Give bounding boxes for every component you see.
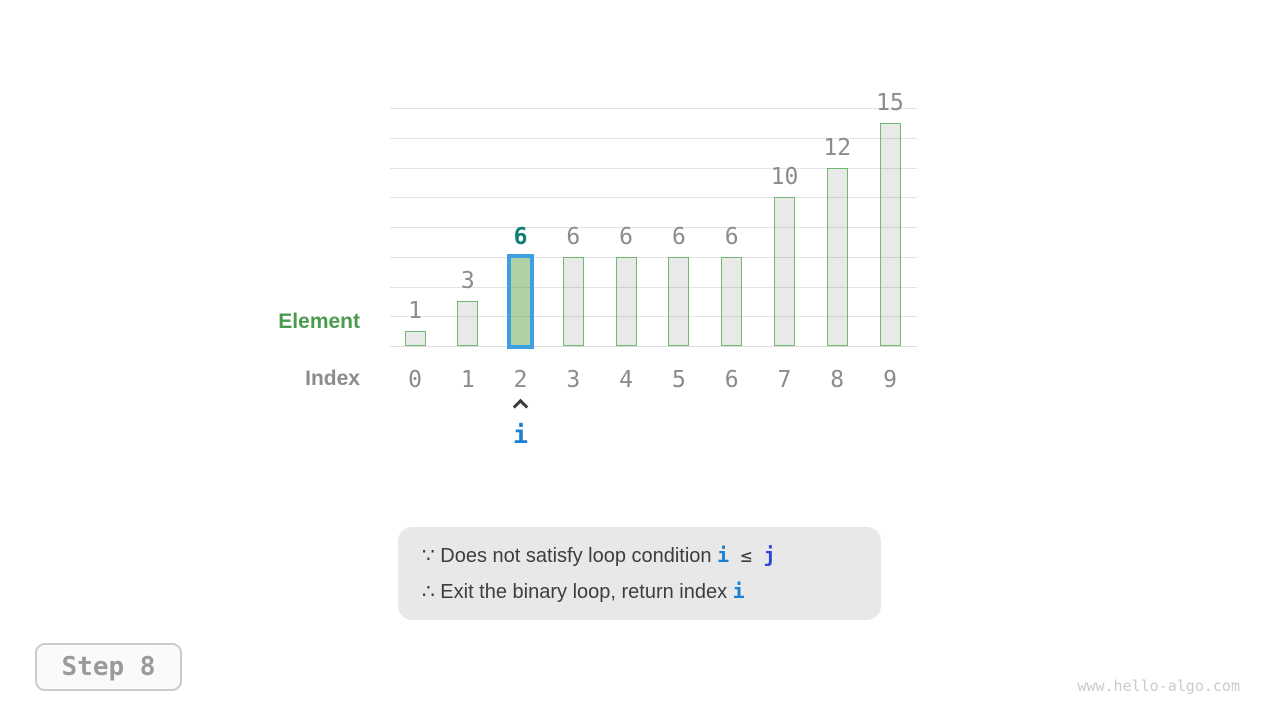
note-line: ∵ Does not satisfy loop condition i ≤ j [422, 538, 881, 574]
index-label: 3 [566, 367, 581, 393]
bar-value-label: 6 [513, 223, 528, 250]
index-label: 5 [671, 367, 686, 393]
variable-i: i [717, 542, 730, 567]
bar [562, 256, 584, 346]
bar [457, 301, 479, 346]
index-label: 7 [777, 367, 792, 393]
bar [721, 256, 743, 346]
bar [773, 197, 795, 346]
note-text: ∴ Exit the binary loop, return index [422, 580, 733, 603]
bar-value-label: 12 [823, 134, 852, 161]
bar-value-label: 6 [619, 223, 634, 250]
bar-value-label: 15 [876, 89, 904, 116]
gridline [390, 197, 917, 199]
bar [826, 167, 848, 346]
x-axis-line [390, 346, 917, 347]
gridline [390, 227, 917, 228]
bar [668, 256, 690, 346]
bar-highlighted [507, 253, 535, 349]
variable-j: j [763, 542, 776, 567]
note-line: ∴ Exit the binary loop, return index i [422, 574, 881, 610]
index-label: 9 [883, 367, 897, 393]
bar-chart-plot: 1 3 6 6 6 6 6 10 12 15 [390, 90, 917, 349]
gridline [390, 316, 917, 318]
gridline [390, 137, 917, 139]
index-label: 1 [460, 367, 475, 393]
index-label: 8 [830, 367, 845, 393]
index-labels-row: 0 1 2 3 4 5 6 7 8 9 [390, 366, 917, 396]
gridline [390, 256, 917, 258]
bar [879, 122, 901, 346]
bar-value-label: 10 [770, 164, 799, 191]
index-label: 2 [513, 367, 528, 393]
gridline [390, 167, 917, 169]
pointer-i-label: i [513, 420, 529, 449]
element-axis-caption: Element [278, 310, 360, 333]
note-text: ∵ Does not satisfy loop condition [422, 544, 718, 567]
gridline [390, 286, 917, 288]
bar-value-label: 6 [724, 223, 739, 250]
index-label: 0 [408, 367, 422, 393]
watermark: www.hello-algo.com [1077, 677, 1240, 695]
index-axis-caption: Index [305, 367, 360, 390]
bar-value-label: 1 [408, 298, 422, 325]
gridline [390, 108, 917, 109]
note-box: ∵ Does not satisfy loop condition i ≤ j ∴… [398, 527, 881, 620]
bar-value-label: 6 [566, 223, 581, 250]
bar-value-label: 6 [671, 223, 686, 250]
bar [615, 256, 637, 346]
variable-≤: ≤ [729, 544, 764, 567]
variable-i: i [732, 578, 745, 603]
step-badge: Step 8 [35, 643, 182, 691]
bar [404, 331, 426, 346]
caret-up-icon [512, 398, 529, 415]
index-label: 4 [619, 367, 634, 393]
index-label: 6 [724, 367, 739, 393]
bar-value-label: 3 [460, 268, 475, 295]
